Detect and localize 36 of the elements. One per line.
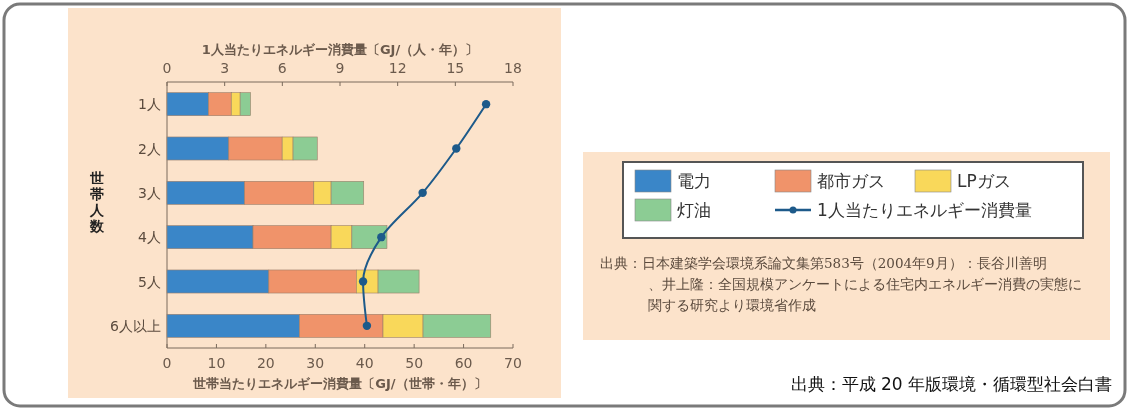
y-tick-label: 2人: [138, 140, 161, 157]
y-tick-label: 5人: [138, 273, 161, 290]
legend-label: 都市ガス: [817, 171, 885, 191]
point: [481, 99, 491, 109]
point: [418, 188, 427, 198]
x2-axis-title: 1人当たりエネルギー消費量〔GJ/（人・年）〕: [201, 42, 479, 57]
y-tick-label: 4人: [138, 229, 161, 246]
x-tick-label: 10: [207, 355, 226, 371]
x-tick-label: 50: [405, 355, 424, 371]
x2-tick-label: 12: [388, 60, 407, 76]
x2-tick-label: 15: [446, 60, 465, 76]
y-axis-title: 世帯人数: [89, 170, 105, 234]
point: [377, 232, 386, 242]
legend-label: LPガス: [957, 171, 1011, 191]
legend-label: 1人当たりエネルギー消費量: [817, 200, 1032, 220]
y-tick-label: 6人以上: [110, 317, 161, 334]
source-note: 出典：平成 20 年版環境・循環型社会白書: [790, 374, 1112, 394]
legend-label: 灯油: [677, 200, 711, 220]
x-tick-label: 60: [454, 355, 473, 371]
x-tick-label: 40: [355, 355, 374, 371]
x2-tick-label: 6: [277, 60, 287, 76]
x-axis-title: 世帯当たりエネルギー消費量〔GJ/（世帯・年）〕: [192, 376, 487, 391]
x-tick-label: 0: [162, 355, 172, 371]
legend-label: 電力: [677, 171, 711, 191]
x2-tick-label: 18: [504, 60, 522, 76]
x-tick-label: 70: [504, 355, 522, 371]
x2-tick-label: 9: [335, 60, 345, 76]
x-tick-label: 30: [306, 355, 325, 371]
source-note: 出典：日本建築学会環境系論文集第583号（2004年9月）：長谷川善明、井上隆：全国規模アンケートによる住宅内エネルギー消費の実態に関する研究より環境省作成: [600, 255, 1082, 313]
x2-tick-label: 0: [162, 60, 172, 76]
point: [362, 321, 372, 331]
x2-tick-label: 3: [220, 60, 230, 76]
x-tick-label: 20: [256, 355, 275, 371]
y-tick-label: 3人: [138, 184, 161, 201]
point: [452, 144, 461, 153]
y-tick-label: 1人: [138, 96, 161, 113]
